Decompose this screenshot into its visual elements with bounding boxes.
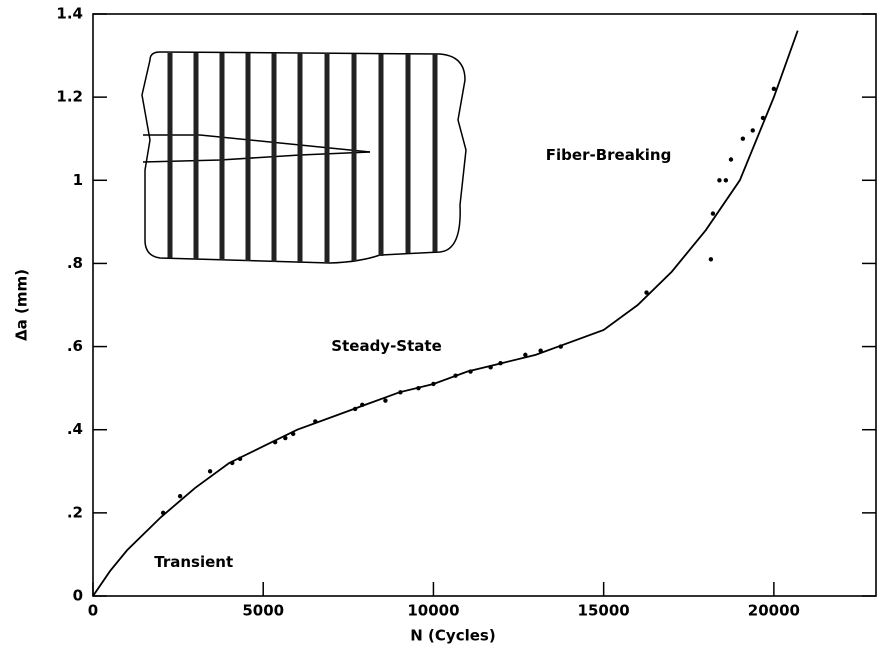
inset-specimen (141, 51, 467, 264)
y-tick-label: 1.2 (56, 88, 83, 106)
data-point (383, 398, 388, 403)
data-point (644, 290, 649, 295)
data-point (523, 352, 528, 358)
data-point (708, 257, 714, 262)
annotation: Transient (154, 553, 233, 571)
y-tick-label: .2 (67, 503, 83, 521)
fit-curve (92, 30, 799, 597)
data-point (710, 211, 716, 216)
y-axis-title: Δa (mm) (13, 269, 31, 341)
data-point (740, 136, 746, 141)
x-tick-label: 0 (88, 602, 98, 620)
y-tick-label: 1 (73, 171, 83, 189)
x-axis-title: N (Cycles) (410, 627, 495, 645)
data-point (728, 157, 734, 162)
data-point (717, 178, 722, 183)
y-tick-label: .6 (67, 337, 83, 355)
y-tick-label: .8 (67, 254, 83, 272)
x-tick-label: 20000 (748, 602, 800, 620)
x-tick-label: 5000 (242, 602, 284, 620)
y-tick-label: 0 (73, 587, 83, 605)
x-tick-label: 15000 (578, 602, 630, 620)
y-tick-label: 1.4 (56, 5, 83, 23)
plot-frame (92, 13, 877, 597)
annotation: Fiber-Breaking (546, 146, 672, 164)
data-point (750, 128, 755, 133)
data-point (723, 178, 729, 183)
data-point (177, 494, 183, 499)
x-tick-label: 10000 (407, 602, 459, 620)
annotation: Steady-State (331, 337, 441, 355)
data-point (771, 86, 777, 92)
y-tick-label: .4 (67, 420, 83, 438)
data-point (207, 469, 213, 474)
